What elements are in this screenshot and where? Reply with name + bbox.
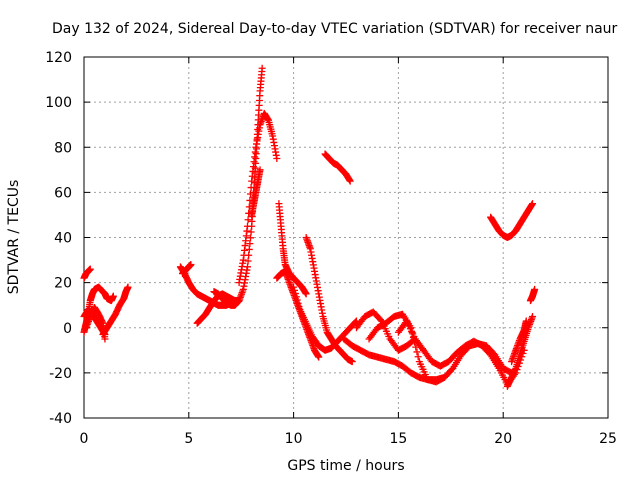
x-tick-label: 15 <box>389 431 407 447</box>
data-point <box>292 293 300 301</box>
series-arc-5 <box>99 283 132 339</box>
y-tick-label: 60 <box>54 185 72 201</box>
y-tick-label: 0 <box>63 321 72 337</box>
x-axis: 0 5 10 15 20 25 <box>80 57 617 447</box>
data-point <box>187 261 195 269</box>
y-tick-label: -40 <box>49 411 72 427</box>
data-point <box>86 265 94 273</box>
data-point <box>348 358 356 366</box>
series-arc-4 <box>82 303 109 343</box>
data-point <box>531 285 539 293</box>
y-tick-label: 120 <box>45 50 72 66</box>
series-arc-22 <box>503 312 537 390</box>
grid <box>84 57 608 418</box>
data-point <box>414 353 422 361</box>
x-tick-label: 5 <box>184 431 193 447</box>
data-point <box>244 216 252 224</box>
y-tick-label: 80 <box>54 140 72 156</box>
series-arc-1 <box>80 265 94 282</box>
data-point <box>109 292 117 300</box>
data-point <box>529 200 537 208</box>
data-point <box>413 348 421 356</box>
series-arc-16 <box>321 150 354 185</box>
series-arc-15 <box>290 283 360 354</box>
series-arc-21 <box>487 200 537 241</box>
data-point <box>293 296 301 304</box>
data-point <box>302 290 310 298</box>
data-point <box>243 222 251 230</box>
data-point <box>315 353 323 361</box>
data-point <box>273 155 281 163</box>
data-point <box>376 316 384 324</box>
y-tick-label: -20 <box>49 366 72 382</box>
y-axis-label: SDTVAR / TECUs <box>6 180 22 295</box>
y-tick-label: 20 <box>54 276 72 292</box>
data-point <box>256 166 264 174</box>
x-tick-label: 10 <box>285 431 303 447</box>
data-point <box>290 286 298 294</box>
series-arc-10 <box>235 109 281 287</box>
series-arc-23 <box>508 317 530 366</box>
series-arc-19 <box>365 310 516 386</box>
series-arc-24 <box>526 285 539 305</box>
y-tick-label: 40 <box>54 231 72 247</box>
x-tick-label: 25 <box>599 431 617 447</box>
data-point <box>101 335 109 343</box>
x-tick-label: 20 <box>494 431 512 447</box>
series-arc-7 <box>179 261 195 278</box>
data-point <box>258 64 266 72</box>
data-point <box>522 317 530 325</box>
x-tick-label: 0 <box>80 431 89 447</box>
data-point <box>290 283 298 291</box>
data-points <box>80 64 539 390</box>
y-axis: -40 -20 0 20 40 60 80 100 120 <box>45 50 608 427</box>
data-point <box>291 290 299 298</box>
data-point <box>295 302 303 310</box>
x-axis-label: GPS time / hours <box>287 458 404 474</box>
data-point <box>124 283 132 291</box>
series-arc-11 <box>248 166 264 219</box>
chart-title: Day 132 of 2024, Sidereal Day-to-day VTE… <box>52 21 618 37</box>
data-point <box>529 312 537 320</box>
data-point <box>294 299 302 307</box>
y-tick-label: 100 <box>45 95 72 111</box>
data-point <box>346 177 354 185</box>
